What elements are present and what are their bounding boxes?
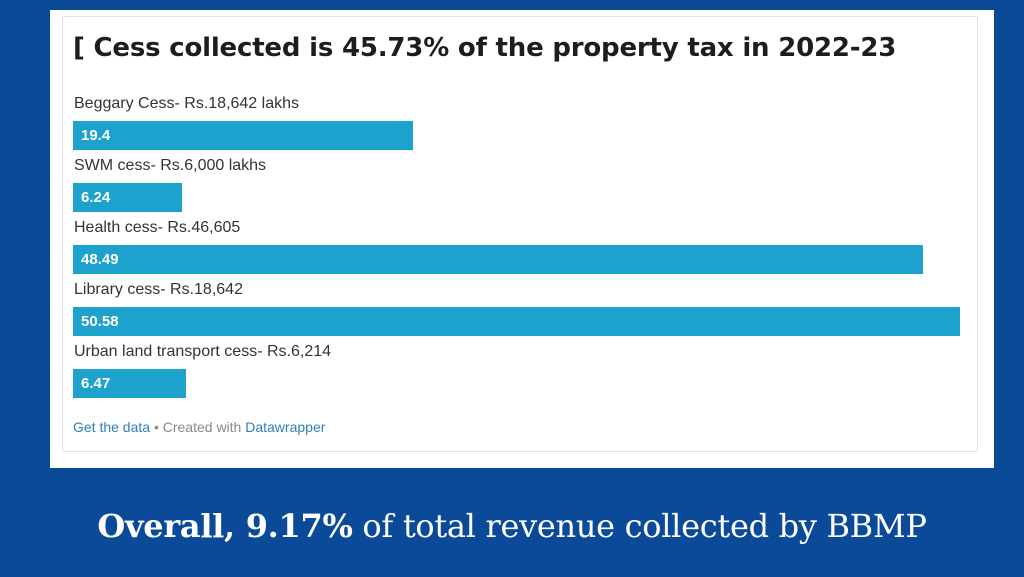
chart-footer: Get the data • Created with Datawrapper — [73, 419, 325, 435]
footer-separator: • Created with — [150, 419, 246, 435]
bar-group: Beggary Cess- Rs.18,642 lakhs 19.4 — [73, 95, 963, 157]
bar-value-label: 6.47 — [81, 375, 111, 392]
bar-value-label: 50.58 — [81, 313, 119, 330]
chart-frame: [ Cess collected is 45.73% of the proper… — [62, 16, 978, 452]
bar — [73, 245, 923, 274]
datawrapper-link[interactable]: Datawrapper — [245, 419, 326, 435]
bar-group: Health cess- Rs.46,605 48.49 — [73, 219, 963, 281]
bar-group: Library cess- Rs.18,642 50.58 — [73, 281, 963, 343]
bar-group: SWM cess- Rs.6,000 lakhs 6.24 — [73, 157, 963, 219]
bar-value-label: 6.24 — [81, 189, 111, 206]
bar — [73, 369, 186, 398]
chart-card: [ Cess collected is 45.73% of the proper… — [50, 10, 994, 468]
bar — [73, 183, 182, 212]
chart-title: [ Cess collected is 45.73% of the proper… — [73, 33, 897, 63]
caption-highlight: Overall, 9.17% — [97, 507, 353, 545]
bar — [73, 121, 413, 150]
bar-value-label: 19.4 — [81, 127, 111, 144]
bar-chart: Beggary Cess- Rs.18,642 lakhs 19.4 SWM ces… — [73, 95, 963, 398]
bar-category-label: SWM cess- Rs.6,000 lakhs — [74, 157, 267, 174]
bar-category-label: Urban land transport cess- Rs.6,214 — [74, 343, 332, 360]
caption-text: of total revenue collected by BBMP — [352, 507, 927, 545]
get-the-data-link[interactable]: Get the data — [73, 419, 151, 435]
caption: Overall, 9.17% of total revenue collecte… — [0, 507, 1024, 545]
bar-category-label: Health cess- Rs.46,605 — [74, 219, 241, 236]
bar-group: Urban land transport cess- Rs.6,214 6.47 — [73, 343, 963, 405]
bar-category-label: Library cess- Rs.18,642 — [74, 281, 243, 298]
bar — [73, 307, 960, 336]
bar-category-label: Beggary Cess- Rs.18,642 lakhs — [74, 95, 299, 112]
bar-value-label: 48.49 — [81, 251, 119, 268]
